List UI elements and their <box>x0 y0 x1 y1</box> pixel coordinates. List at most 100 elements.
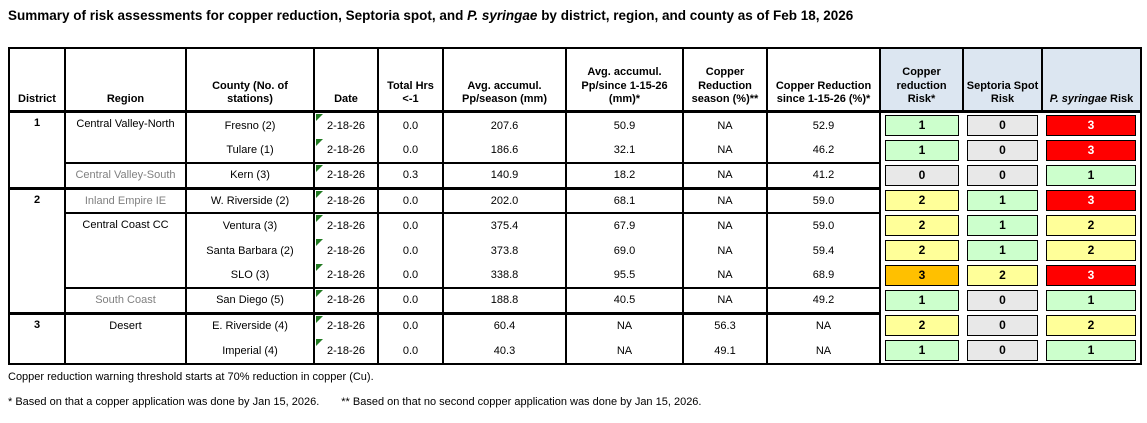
table-row: 1 Central Valley-North Fresno (2) 2-18-2… <box>8 111 1141 190</box>
risk-badge: 0 <box>967 290 1038 311</box>
cell-cu-since: 41.2 <box>766 163 881 190</box>
col-header-pp-since: Avg. accumul. Pp/since 1-15-26 (mm)* <box>565 47 684 113</box>
cell-cu-risk: 1 <box>880 111 963 138</box>
psyringae-risk-label: Risk <box>1110 93 1134 106</box>
cell-district: 1 <box>8 111 66 190</box>
error-triangle-icon <box>316 165 323 172</box>
cell-date: 2-18-26 <box>313 288 379 315</box>
cell-date: 2-18-26 <box>313 163 379 190</box>
cell-septoria-risk: 1 <box>963 213 1042 238</box>
cell-septoria-risk: 2 <box>963 263 1042 288</box>
risk-badge: 3 <box>885 265 959 286</box>
title-suffix: by district, region, and county as of Fe… <box>537 8 854 23</box>
cell-county: Kern (3) <box>185 163 315 190</box>
risk-badge: 1 <box>885 340 959 361</box>
cell-county: Ventura (3) <box>185 213 315 238</box>
cell-cu-risk: 2 <box>880 188 963 213</box>
cell-cu-season: NA <box>682 238 768 263</box>
risk-badge: 1 <box>1046 165 1136 186</box>
error-triangle-icon <box>316 239 323 246</box>
risk-badge: 2 <box>885 215 959 236</box>
cell-total-hrs: 0.0 <box>377 288 444 315</box>
cell-pp-season: 207.6 <box>442 111 567 138</box>
risk-badge: 2 <box>967 265 1038 286</box>
cell-pp-season: 188.8 <box>442 288 567 315</box>
table-row: Santa Barbara (2) 2-18-26 0.0 373.8 69.0… <box>9 238 1141 263</box>
table-row: Tulare (1) 2-18-26 0.0 186.6 32.1 NA 46.… <box>9 138 1141 164</box>
risk-badge: 1 <box>1046 340 1136 361</box>
col-header-cu-risk: Copper reduction Risk* <box>879 47 964 113</box>
error-triangle-icon <box>316 264 323 271</box>
error-triangle-icon <box>316 114 323 121</box>
col-header-pp-season: Avg. accumul. Pp/season (mm) <box>442 47 567 113</box>
cell-total-hrs: 0.0 <box>377 313 444 338</box>
cell-date: 2-18-26 <box>313 238 379 263</box>
cell-date: 2-18-26 <box>313 188 379 214</box>
cell-pp-since: 18.2 <box>565 163 684 190</box>
cell-cu-risk: 1 <box>880 288 963 313</box>
cell-cu-since: NA <box>766 313 881 338</box>
cell-county: Santa Barbara (2) <box>185 238 315 263</box>
col-header-county: County (No. of stations) <box>185 47 315 113</box>
risk-badge: 0 <box>885 165 959 186</box>
table-row: 3 Desert E. Riverside (4) 2-18-26 0.0 60… <box>8 313 1141 364</box>
header-row: District Region County (No. of stations)… <box>8 47 1142 113</box>
error-triangle-icon <box>316 315 323 323</box>
cell-psyringae-risk: 1 <box>1042 338 1141 364</box>
cell-psyringae-risk: 3 <box>1042 188 1141 213</box>
cell-cu-season: NA <box>682 263 768 289</box>
footnote-note1: * Based on that a copper application was… <box>8 396 320 408</box>
cell-region: Central Valley-North <box>64 111 187 164</box>
cell-date: 2-18-26 <box>313 138 379 164</box>
title-prefix: Summary of risk assessments for copper r… <box>8 8 468 23</box>
page-title: Summary of risk assessments for copper r… <box>8 8 853 23</box>
cell-region: Desert <box>64 313 187 364</box>
cell-septoria-risk: 0 <box>963 313 1042 338</box>
cell-region: Inland Empire IE <box>64 188 187 214</box>
cell-cu-risk: 3 <box>880 263 963 288</box>
cell-county: Imperial (4) <box>185 338 315 364</box>
risk-badge: 0 <box>967 140 1038 161</box>
cell-pp-since: 32.1 <box>565 138 684 164</box>
risk-badge: 1 <box>885 140 959 161</box>
cell-pp-since: 69.0 <box>565 238 684 263</box>
cell-total-hrs: 0.0 <box>377 238 444 263</box>
cell-septoria-risk: 0 <box>963 138 1042 163</box>
cell-cu-risk: 2 <box>880 238 963 263</box>
cell-cu-season: NA <box>682 188 768 214</box>
footnote-threshold: Copper reduction warning threshold start… <box>8 371 374 383</box>
cell-cu-since: 46.2 <box>766 138 881 164</box>
cell-cu-risk: 0 <box>880 163 963 188</box>
cell-pp-season: 373.8 <box>442 238 567 263</box>
cell-county: Tulare (1) <box>185 138 315 164</box>
cell-cu-season: NA <box>682 288 768 315</box>
cell-cu-season: 56.3 <box>682 313 768 338</box>
cell-date: 2-18-26 <box>313 111 379 138</box>
cell-pp-since: 50.9 <box>565 111 684 138</box>
cell-psyringae-risk: 1 <box>1042 288 1141 313</box>
cell-septoria-risk: 0 <box>963 338 1042 364</box>
psyringae-species-label: P. syringae <box>1049 93 1107 106</box>
cell-total-hrs: 0.3 <box>377 163 444 190</box>
cell-pp-since: 68.1 <box>565 188 684 214</box>
cell-pp-since: NA <box>565 313 684 338</box>
cell-cu-since: 68.9 <box>766 263 881 289</box>
cell-region: South Coast <box>64 288 187 315</box>
risk-badge: 3 <box>1046 190 1136 211</box>
footnote-applications: * Based on that a copper application was… <box>8 396 701 408</box>
cell-pp-since: 95.5 <box>565 263 684 289</box>
cell-cu-season: NA <box>682 213 768 238</box>
cell-pp-season: 40.3 <box>442 338 567 364</box>
risk-assessment-table: District Region County (No. of stations)… <box>8 47 1142 365</box>
cell-cu-risk: 2 <box>880 213 963 238</box>
cell-total-hrs: 0.0 <box>377 138 444 164</box>
cell-septoria-risk: 1 <box>963 188 1042 213</box>
risk-badge: 2 <box>1046 215 1136 236</box>
cell-pp-since: 67.9 <box>565 213 684 238</box>
cell-psyringae-risk: 2 <box>1042 238 1141 263</box>
cell-date: 2-18-26 <box>313 263 379 289</box>
cell-cu-since: 49.2 <box>766 288 881 315</box>
cell-septoria-risk: 0 <box>963 111 1042 138</box>
cell-cu-since: 59.4 <box>766 238 881 263</box>
risk-badge: 3 <box>1046 115 1136 136</box>
